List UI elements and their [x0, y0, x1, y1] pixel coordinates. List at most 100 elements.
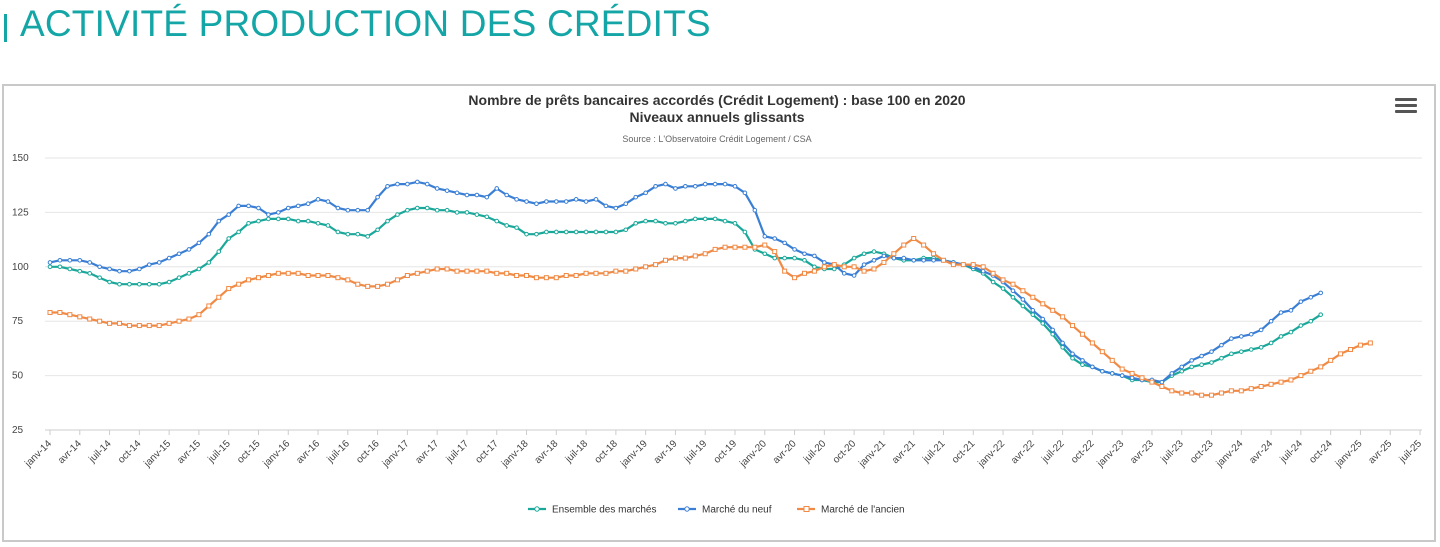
- x-tick-label: juil-15: [205, 438, 233, 466]
- data-point: [484, 268, 490, 274]
- data-point: [216, 218, 222, 224]
- data-point: [1328, 357, 1334, 363]
- data-point: [663, 220, 668, 226]
- data-point: [802, 257, 807, 263]
- data-point: [514, 197, 519, 202]
- data-point: [583, 229, 589, 235]
- data-point: [544, 229, 549, 235]
- data-point: [1239, 334, 1244, 339]
- data-point: [474, 268, 480, 274]
- data-point: [533, 275, 539, 281]
- data-point: [1248, 386, 1254, 392]
- data-point: [1020, 288, 1026, 294]
- data-point: [1100, 368, 1105, 374]
- data-point: [841, 264, 847, 270]
- legend[interactable]: Ensemble des marchés Marché du neuf Marché…: [528, 505, 905, 516]
- data-point: [236, 229, 241, 235]
- data-point: [434, 207, 440, 213]
- data-point: [454, 210, 460, 215]
- data-point: [563, 229, 569, 235]
- data-point: [355, 281, 361, 287]
- data-point: [633, 194, 639, 200]
- legend-label: Marché de l'ancien: [821, 505, 905, 516]
- legend-swatch-marker: [684, 506, 690, 512]
- data-point: [87, 260, 93, 265]
- data-point: [1109, 371, 1115, 376]
- x-tick-label: oct-20: [831, 438, 859, 466]
- data-point: [1268, 340, 1274, 346]
- data-point: [494, 218, 500, 224]
- data-point: [365, 207, 370, 213]
- data-point: [395, 212, 400, 217]
- data-point: [275, 270, 281, 276]
- data-point: [424, 181, 430, 187]
- data-point: [1338, 351, 1344, 357]
- data-point: [583, 199, 589, 204]
- x-tick-label: juil-20: [801, 438, 829, 466]
- legend-item[interactable]: Ensemble des marchés: [528, 505, 657, 516]
- data-point: [1288, 329, 1294, 335]
- data-point: [1318, 290, 1324, 296]
- data-point: [1179, 364, 1185, 370]
- data-point: [911, 257, 916, 263]
- data-point: [633, 220, 639, 226]
- data-point: [782, 240, 787, 246]
- data-point: [593, 229, 599, 235]
- data-point: [305, 273, 311, 279]
- data-point: [563, 199, 569, 204]
- data-point: [107, 266, 112, 272]
- data-point: [1278, 379, 1284, 385]
- data-point: [414, 270, 420, 276]
- data-point: [226, 212, 231, 217]
- legend-item[interactable]: Marché de l'ancien: [797, 505, 905, 516]
- data-point: [762, 242, 768, 248]
- data-point: [782, 255, 787, 261]
- data-point: [136, 323, 142, 329]
- data-point: [822, 260, 827, 265]
- page-title: ACTIVITÉ PRODUCTION DES CRÉDITS: [20, 3, 711, 44]
- x-tick-label: janv-18: [499, 438, 531, 470]
- data-point: [325, 273, 331, 279]
- x-tick-label: juil-18: [563, 438, 591, 466]
- data-point: [1079, 331, 1085, 337]
- data-point: [742, 229, 748, 235]
- data-point: [1229, 336, 1234, 341]
- data-point: [732, 244, 738, 250]
- x-tick-label: oct-22: [1069, 438, 1097, 466]
- data-point: [613, 229, 619, 235]
- data-point: [524, 199, 529, 204]
- data-point: [623, 227, 629, 233]
- y-tick-label: 50: [12, 371, 24, 382]
- data-point: [137, 281, 142, 287]
- data-point: [1219, 342, 1224, 348]
- grid-lines: [45, 157, 1422, 431]
- hamburger-menu-icon[interactable]: [1395, 98, 1417, 116]
- data-point: [1199, 392, 1205, 398]
- data-point: [484, 214, 490, 220]
- data-point: [1298, 299, 1304, 304]
- data-point: [256, 205, 261, 211]
- data-point: [851, 273, 857, 278]
- data-point: [1218, 390, 1224, 396]
- data-point: [404, 273, 410, 279]
- data-point: [851, 264, 857, 270]
- data-point: [692, 183, 698, 189]
- data-point: [57, 309, 63, 315]
- legend-item[interactable]: Marché du neuf: [678, 505, 772, 516]
- x-tick-label: oct-15: [235, 438, 263, 466]
- data-point: [355, 207, 361, 213]
- data-point: [802, 251, 807, 257]
- data-point: [107, 279, 112, 285]
- data-point: [87, 316, 93, 322]
- data-point: [663, 257, 669, 263]
- data-point: [1010, 294, 1016, 300]
- data-point: [1040, 301, 1046, 307]
- data-point: [1060, 314, 1066, 320]
- data-point: [1020, 303, 1026, 309]
- data-point: [1258, 327, 1264, 333]
- data-point: [395, 181, 400, 187]
- data-point: [405, 181, 410, 187]
- x-tick-label: juil-19: [682, 438, 710, 466]
- x-tick-label: avr-20: [771, 438, 799, 466]
